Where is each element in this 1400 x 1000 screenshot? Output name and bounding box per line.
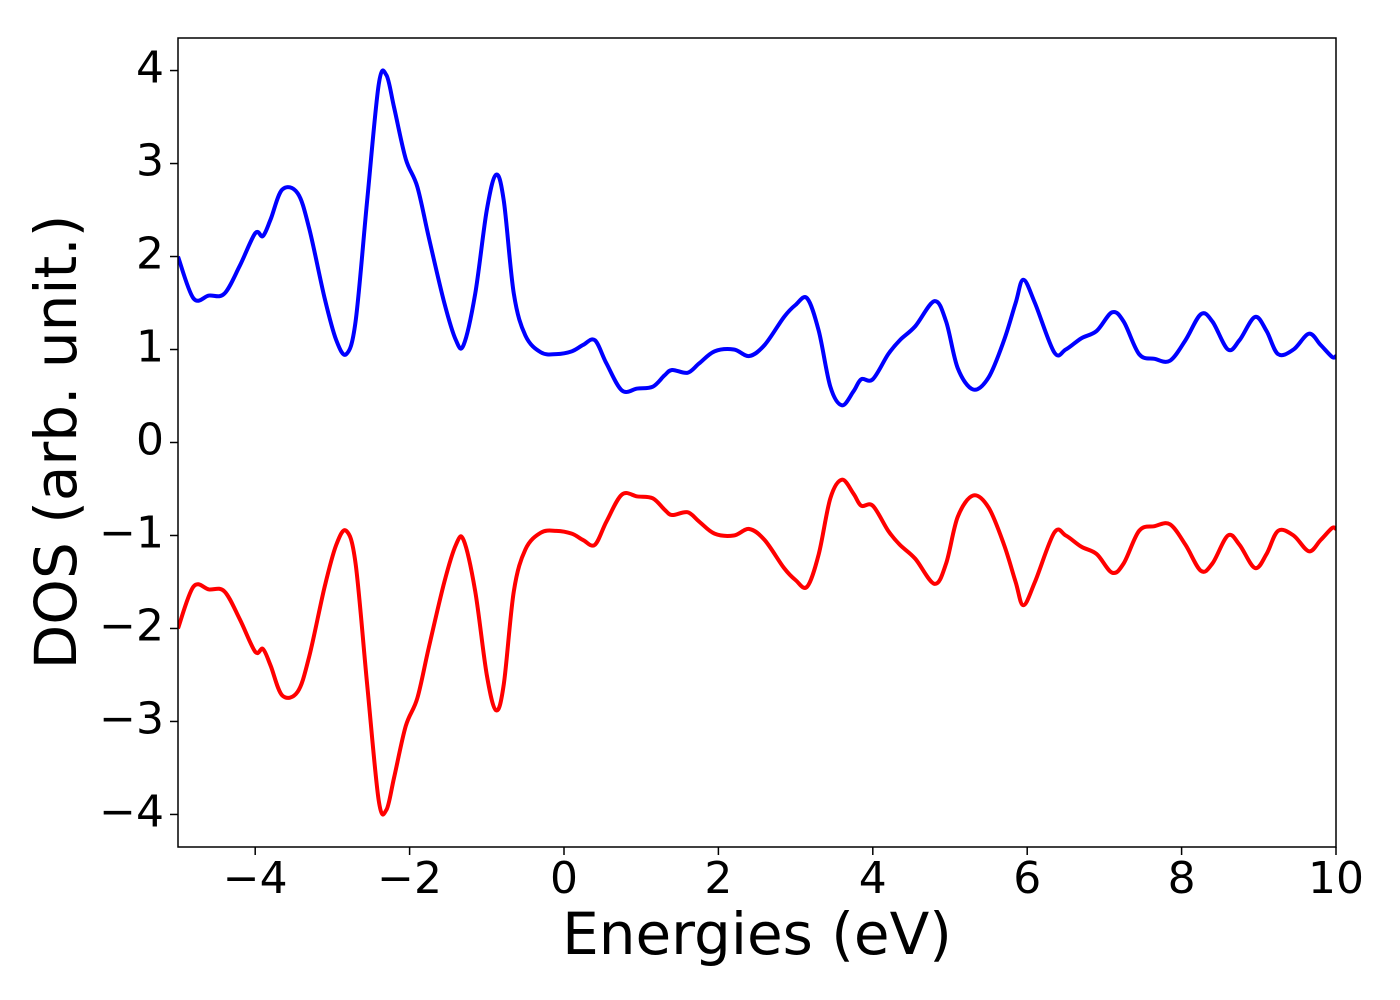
y-tick-label: 3	[136, 136, 164, 187]
y-tick-label: −2	[99, 600, 164, 651]
y-tick-label: 4	[136, 43, 164, 94]
x-axis-label: Energies (eV)	[562, 900, 952, 968]
y-tick-label: 2	[136, 229, 164, 280]
y-tick-label: −1	[99, 507, 164, 558]
plot-frame	[177, 37, 1337, 848]
x-tick-label: 6	[1013, 853, 1041, 904]
x-tick-label: 8	[1168, 853, 1196, 904]
x-tick-label: 10	[1308, 853, 1364, 904]
x-tick-label: −4	[223, 853, 288, 904]
x-tick-label: 4	[859, 853, 887, 904]
series-line	[178, 68, 1336, 408]
x-tick-label: 2	[704, 853, 732, 904]
y-axis-label: DOS (arb. unit.)	[22, 215, 90, 670]
x-tick-label: 0	[550, 853, 578, 904]
y-tick-label: 1	[136, 322, 164, 373]
y-tick-label: −4	[99, 786, 164, 837]
y-tick-label: 0	[136, 415, 164, 466]
y-tick-label: −3	[99, 693, 164, 744]
x-tick-label: −2	[377, 853, 442, 904]
series-line	[178, 477, 1336, 817]
